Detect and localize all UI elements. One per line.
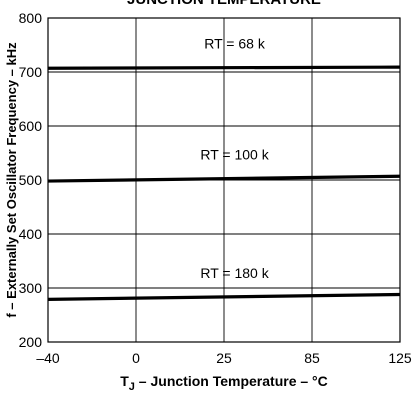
- y-axis-label: f – Externally Set Oscillator Frequency …: [4, 42, 19, 318]
- x-tick-label: 85: [304, 350, 320, 366]
- series-label: RT = 180 k: [200, 265, 269, 281]
- y-tick-label: 200: [19, 334, 43, 350]
- y-tick-label: 500: [19, 172, 43, 188]
- y-tick-label: 400: [19, 226, 43, 242]
- x-axis-label-main: T: [120, 373, 129, 389]
- series-lines: [47, 65, 401, 301]
- x-axis-label-rest: – Junction Temperature – °C: [135, 373, 328, 389]
- series-label: RT = 100 k: [200, 147, 269, 163]
- y-tick-label: 300: [19, 280, 43, 296]
- chart-title: JUNCTION TEMPERATURE: [127, 0, 321, 8]
- y-tick-label: 800: [19, 10, 43, 26]
- x-tick-labels: –40 0 25 85 125: [36, 350, 412, 366]
- series-annotations: RT = 68 k RT = 100 k RT = 180 k: [200, 36, 269, 281]
- y-tick-label: 600: [19, 118, 43, 134]
- x-tick-label: –40: [36, 350, 60, 366]
- x-tick-label: 25: [216, 350, 232, 366]
- x-axis-label: TJ – Junction Temperature – °C: [120, 373, 328, 393]
- x-tick-label: 0: [132, 350, 140, 366]
- series-line: [47, 174, 401, 183]
- y-tick-label: 700: [19, 64, 43, 80]
- series-line: [47, 65, 401, 70]
- x-axis-label-subscript: J: [129, 381, 135, 393]
- y-tick-labels: 200 300 400 500 600 700 800: [19, 10, 43, 350]
- series-line: [47, 292, 401, 301]
- x-tick-label: 125: [388, 350, 412, 366]
- series-label: RT = 68 k: [204, 36, 266, 52]
